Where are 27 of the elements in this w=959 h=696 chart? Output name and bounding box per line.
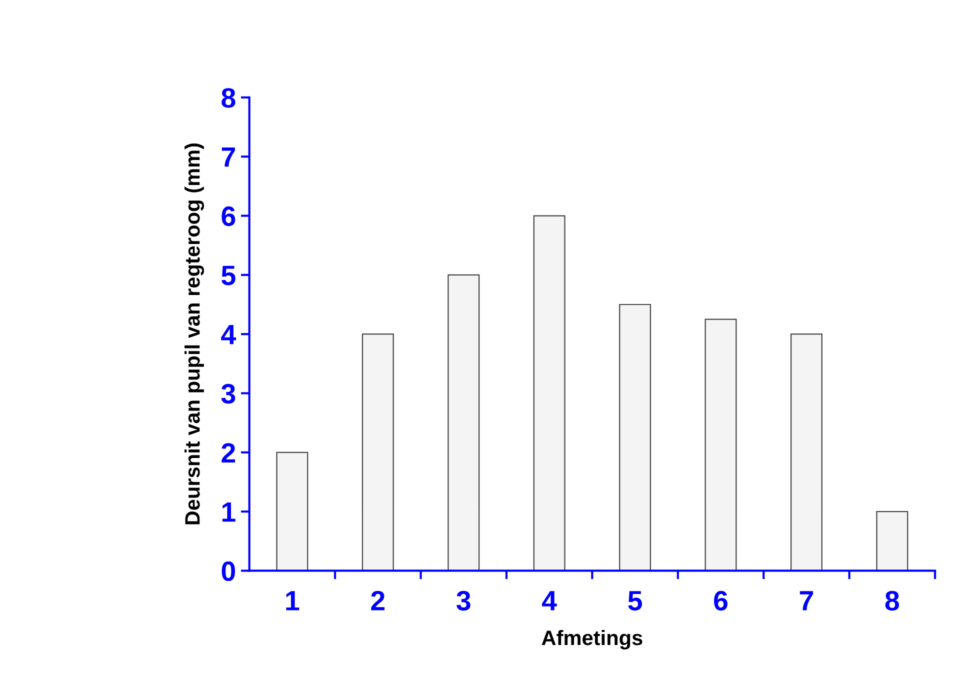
- y-tick-label: 5: [222, 266, 236, 286]
- bar: [790, 334, 822, 571]
- y-tick-label: 1: [222, 502, 236, 522]
- bar: [619, 304, 652, 571]
- x-axis-title: Afmetings: [542, 630, 642, 650]
- x-tick-label: 7: [800, 591, 813, 610]
- y-tick-label: 8: [222, 88, 236, 108]
- y-tick-label: 6: [222, 206, 236, 226]
- y-tick-label: 2: [222, 443, 236, 462]
- bar: [448, 274, 480, 571]
- bar: [362, 334, 394, 571]
- y-tick-label: 7: [222, 148, 235, 167]
- x-tick-label: 2: [371, 590, 385, 610]
- bar: [704, 318, 737, 571]
- x-tick-label: 3: [456, 590, 470, 611]
- y-tick-label: 4: [221, 325, 236, 344]
- y-tick-label: 0: [222, 561, 236, 582]
- bar: [876, 511, 908, 571]
- x-tick-label: 1: [286, 591, 300, 610]
- y-axis-title: Deursnit van pupil van regteroog (mm): [184, 144, 204, 524]
- bar: [276, 452, 308, 571]
- x-tick-label: 8: [885, 590, 900, 611]
- bar: [533, 215, 566, 571]
- x-tick-label: 4: [542, 591, 557, 610]
- x-tick-label: 6: [714, 590, 728, 611]
- x-tick-label: 5: [628, 591, 642, 611]
- y-tick-label: 3: [221, 384, 236, 404]
